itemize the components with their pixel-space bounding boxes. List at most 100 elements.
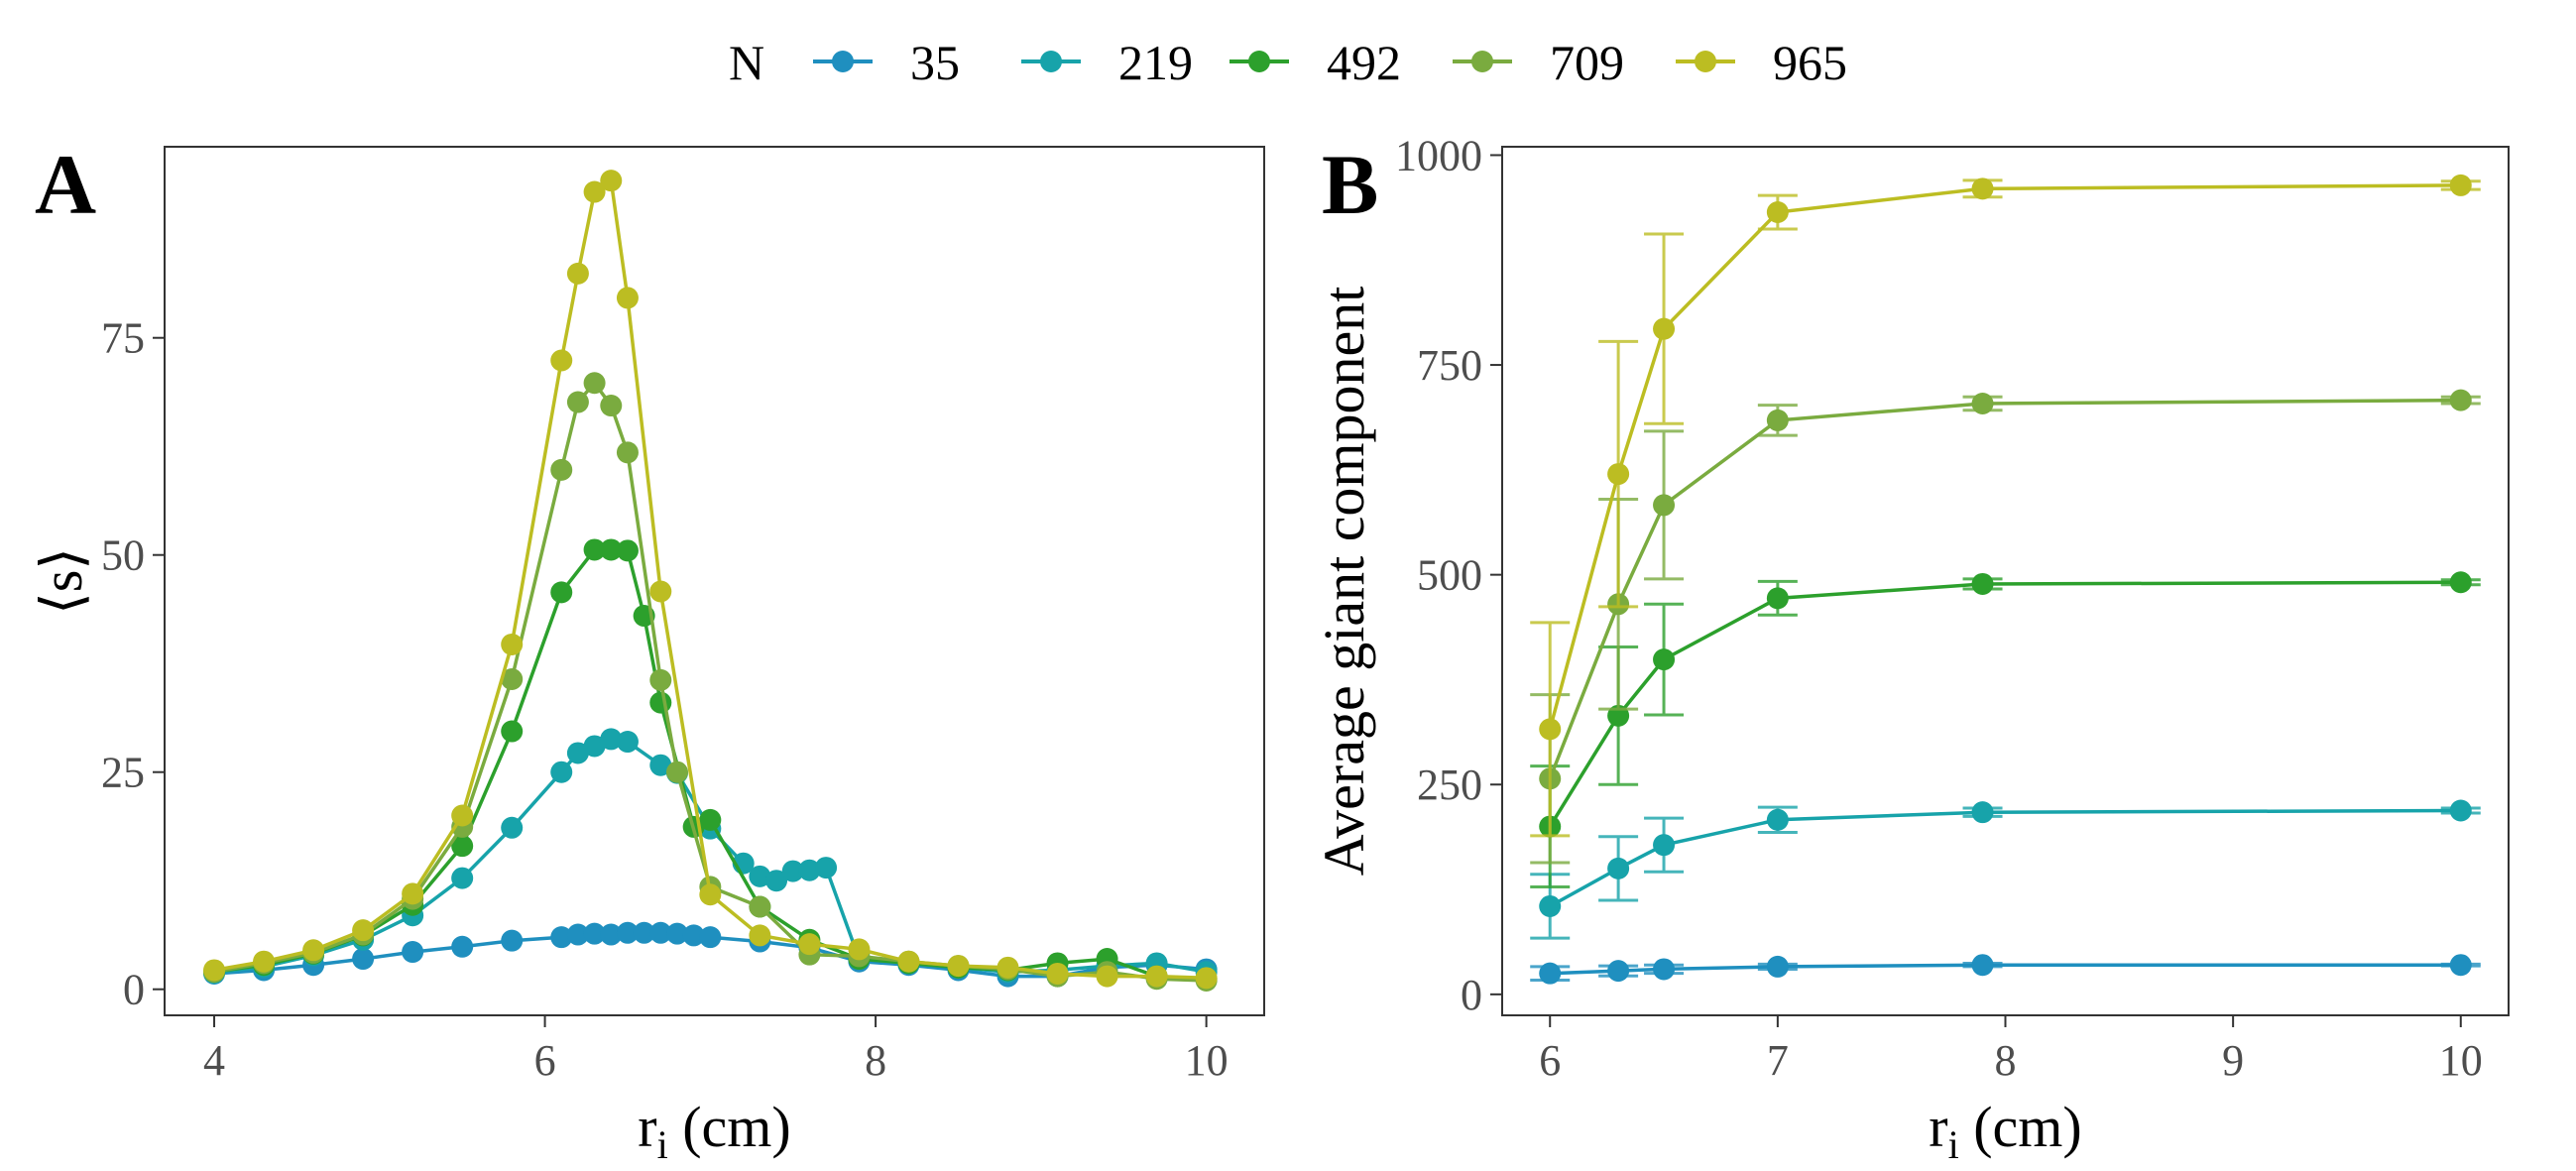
data-point bbox=[1653, 834, 1676, 857]
data-point bbox=[550, 926, 573, 949]
data-point bbox=[1145, 965, 1168, 988]
data-point bbox=[699, 926, 722, 949]
legend-title: N bbox=[729, 35, 764, 90]
x-tick-label: 8 bbox=[1995, 1036, 2017, 1085]
data-point bbox=[2449, 389, 2472, 411]
panel-b: 6 7 8 9 10 0 250 500 750 1000 ri (cm) Average giant… bbox=[1312, 131, 2510, 1167]
data-point bbox=[2449, 954, 2472, 977]
data-point bbox=[566, 742, 589, 764]
legend-marker bbox=[1471, 51, 1493, 72]
data-point bbox=[699, 883, 722, 906]
data-point bbox=[1096, 965, 1118, 988]
y-tick-label: 0 bbox=[1461, 971, 1482, 1019]
data-point bbox=[1607, 857, 1630, 879]
data-point bbox=[1971, 801, 1994, 824]
data-point bbox=[1971, 572, 1994, 595]
series-709 bbox=[1530, 389, 2481, 865]
legend-label: 35 bbox=[910, 35, 960, 90]
legend-marker bbox=[1248, 51, 1270, 72]
legend-item-709: 709 bbox=[1453, 35, 1624, 90]
series-965 bbox=[1530, 174, 2481, 838]
data-point bbox=[550, 581, 573, 604]
x-axis-title: ri (cm) bbox=[1929, 1095, 2081, 1167]
plot-area bbox=[164, 146, 1265, 1016]
data-point bbox=[583, 538, 606, 561]
data-point bbox=[665, 922, 688, 945]
legend-item-965: 965 bbox=[1676, 35, 1847, 90]
data-point bbox=[616, 539, 639, 562]
data-point bbox=[2449, 174, 2472, 196]
y-tick-label: 0 bbox=[123, 966, 145, 1014]
y-tick-label: 50 bbox=[101, 531, 145, 580]
data-point bbox=[815, 857, 838, 879]
data-point bbox=[501, 929, 524, 952]
data-point bbox=[1971, 392, 1994, 414]
data-point bbox=[1539, 718, 1562, 741]
legend: N 35 219 492 709 965 bbox=[729, 35, 1847, 90]
series-line bbox=[1549, 808, 2461, 908]
data-point bbox=[1653, 494, 1676, 517]
data-point bbox=[501, 720, 524, 743]
legend-label: 492 bbox=[1327, 35, 1401, 90]
data-point bbox=[749, 865, 771, 887]
series-35 bbox=[1530, 954, 2481, 985]
data-point bbox=[451, 935, 474, 958]
data-point bbox=[616, 731, 639, 754]
data-point bbox=[451, 835, 474, 858]
x-tick-label: 6 bbox=[1539, 1036, 1561, 1085]
data-point bbox=[1539, 962, 1562, 985]
data-point bbox=[451, 867, 474, 889]
data-point bbox=[2449, 799, 2472, 822]
data-point bbox=[550, 349, 573, 372]
data-point bbox=[649, 668, 672, 691]
data-point bbox=[566, 391, 589, 413]
data-point bbox=[550, 458, 573, 481]
legend-marker bbox=[832, 51, 854, 72]
data-point bbox=[649, 921, 672, 944]
data-point bbox=[583, 922, 606, 945]
data-point bbox=[2449, 571, 2472, 594]
data-point bbox=[566, 923, 589, 946]
data-point bbox=[566, 262, 589, 285]
data-point bbox=[749, 895, 771, 918]
data-point bbox=[798, 859, 821, 881]
y-tick-label: 1000 bbox=[1395, 131, 1482, 179]
data-point bbox=[1046, 962, 1069, 985]
series-line bbox=[213, 177, 1207, 981]
data-point bbox=[501, 667, 524, 690]
data-point bbox=[583, 372, 606, 395]
data-point bbox=[402, 941, 424, 964]
data-point bbox=[253, 950, 276, 973]
data-point bbox=[302, 939, 325, 962]
series-line bbox=[1550, 963, 2461, 976]
data-point bbox=[1607, 463, 1630, 486]
series-line bbox=[1548, 580, 2461, 828]
series-965 bbox=[203, 170, 1218, 990]
data-point bbox=[616, 921, 639, 944]
data-point bbox=[1653, 958, 1676, 981]
y-tick-label: 500 bbox=[1417, 551, 1482, 600]
data-point bbox=[600, 395, 623, 417]
x-tick-label: 6 bbox=[534, 1036, 556, 1085]
legend-marker bbox=[1695, 51, 1716, 72]
series-line bbox=[1548, 183, 2461, 730]
data-point bbox=[1195, 967, 1218, 990]
data-point bbox=[501, 816, 524, 839]
data-point bbox=[996, 956, 1019, 979]
data-point bbox=[798, 933, 821, 956]
data-point bbox=[600, 170, 623, 192]
panel-a: 4 6 8 10 0 25 50 75 ri (cm) ⟨s⟩ A bbox=[30, 137, 1265, 1167]
data-point bbox=[633, 921, 655, 944]
data-point bbox=[1653, 648, 1676, 671]
x-axis-title: ri (cm) bbox=[638, 1095, 790, 1167]
data-point bbox=[1971, 954, 1994, 977]
data-point bbox=[765, 870, 788, 892]
data-point bbox=[665, 761, 688, 783]
y-tick-label: 25 bbox=[101, 749, 145, 797]
y-tick-label: 75 bbox=[101, 314, 145, 363]
data-point bbox=[781, 860, 804, 882]
legend-item-492: 492 bbox=[1229, 35, 1401, 90]
legend-label: 709 bbox=[1550, 35, 1624, 90]
data-point bbox=[1539, 894, 1562, 917]
